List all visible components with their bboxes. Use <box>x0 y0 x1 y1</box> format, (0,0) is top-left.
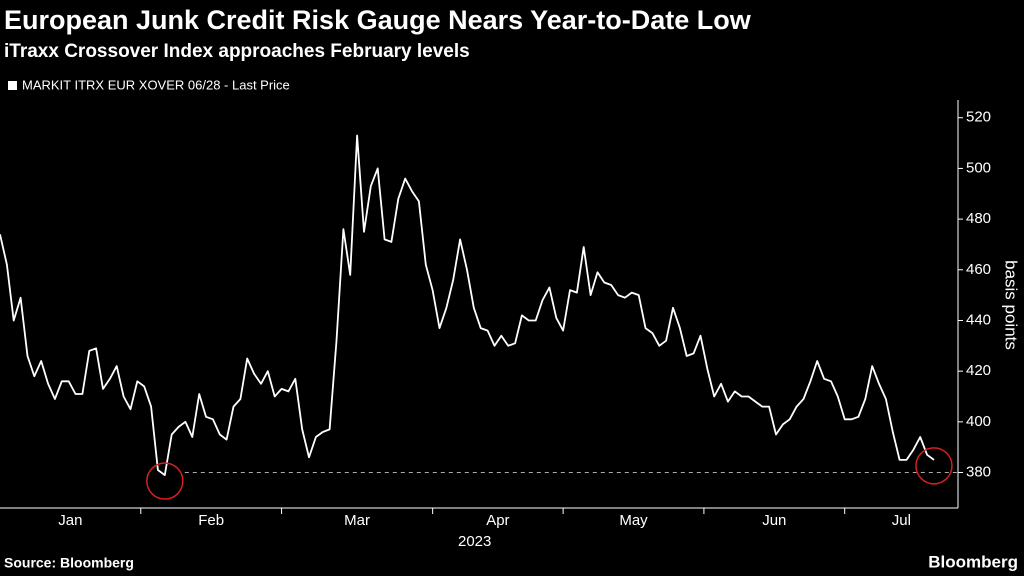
y-tick-label: 380 <box>966 463 991 480</box>
highlight-circle <box>146 462 184 500</box>
chart-title: European Junk Credit Risk Gauge Nears Ye… <box>4 5 752 35</box>
y-tick-label: 520 <box>966 109 991 126</box>
brand: Bloomberg <box>928 552 1018 571</box>
legend-label: MARKIT ITRX EUR XOVER 06/28 - Last Price <box>22 77 290 92</box>
y-tick-label: 420 <box>966 362 991 379</box>
x-tick-label: Mar <box>344 512 370 529</box>
x-tick-label: Jan <box>58 512 82 529</box>
x-tick-label: Feb <box>198 512 224 529</box>
y-tick-label: 400 <box>966 413 991 430</box>
highlight-circle <box>915 447 953 485</box>
legend-swatch <box>8 81 17 90</box>
y-tick-label: 480 <box>966 210 991 227</box>
y-tick-label: 500 <box>966 159 991 176</box>
x-tick-label: Jun <box>762 512 786 529</box>
y-tick-label: 440 <box>966 311 991 328</box>
x-tick-label: May <box>619 512 648 529</box>
x-tick-label: Jul <box>892 512 911 529</box>
x-tick-label: Apr <box>486 512 509 529</box>
x-axis-label: 2023 <box>458 533 491 550</box>
source: Source: Bloomberg <box>4 555 134 571</box>
y-tick-label: 460 <box>966 261 991 278</box>
price-line <box>0 134 935 476</box>
y-axis-label: basis points <box>1002 260 1021 350</box>
chart-subtitle: iTraxx Crossover Index approaches Februa… <box>4 41 470 62</box>
